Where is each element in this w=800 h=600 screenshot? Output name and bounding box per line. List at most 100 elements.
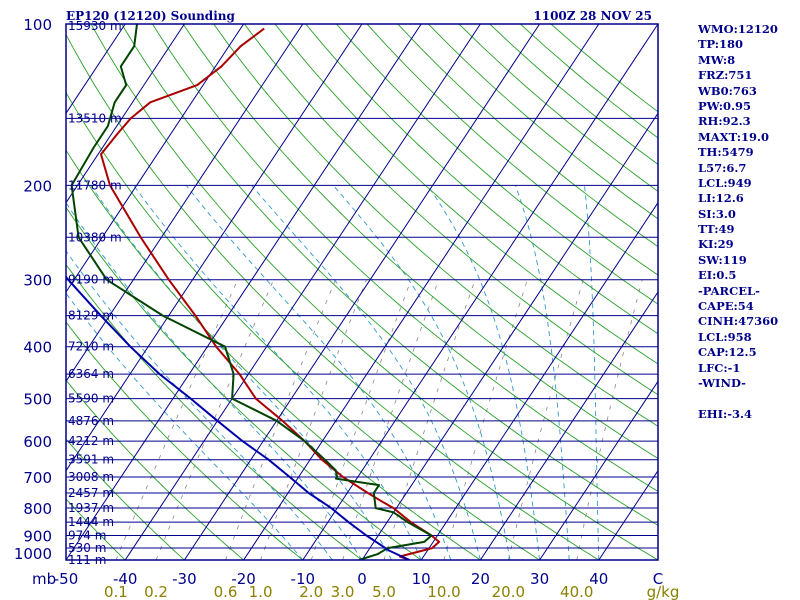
mixing-ratio-label: 1.0 bbox=[249, 583, 273, 600]
mixing-ratio-label: 10.0 bbox=[427, 583, 460, 600]
parcel-trace bbox=[66, 275, 410, 560]
height-label: 3591 m bbox=[68, 453, 114, 467]
pressure-tick-label: 400 bbox=[23, 339, 52, 357]
height-label: 2457 m bbox=[68, 486, 114, 500]
sounding-index-item: RH:92.3 bbox=[698, 114, 751, 129]
mixing-ratio-label: 0.1 bbox=[104, 583, 128, 600]
height-label: 6364 m bbox=[68, 367, 114, 381]
isotherm-line bbox=[66, 24, 185, 204]
sounding-index-item: L57:6.7 bbox=[698, 160, 747, 175]
height-label: 4876 m bbox=[68, 414, 114, 428]
mixing-ratio-label: 0.6 bbox=[214, 583, 238, 600]
mixing-ratio-line bbox=[115, 279, 239, 560]
sounding-index-item: WB0:763 bbox=[698, 83, 757, 98]
chart-title: EP120 (12120) Sounding bbox=[66, 9, 235, 23]
mixing-ratio-line bbox=[508, 279, 584, 560]
height-label: 11780 m bbox=[68, 178, 122, 192]
pressure-tick-label: 800 bbox=[23, 500, 52, 518]
dewpoint-trace bbox=[70, 24, 433, 560]
sounding-index-item: -PARCEL- bbox=[698, 283, 760, 298]
pressure-tick-label: 700 bbox=[23, 469, 52, 487]
isotherm-line bbox=[66, 24, 422, 560]
chart-datetime: 1100Z 28 NOV 25 bbox=[533, 9, 652, 23]
sounding-index-item bbox=[698, 391, 798, 406]
moist-adiabat-line bbox=[332, 185, 511, 560]
sounding-index-item: TP:180 bbox=[698, 37, 744, 52]
sounding-index-item: KI:29 bbox=[698, 237, 734, 252]
mixing-ratio-label: 0.2 bbox=[144, 583, 168, 600]
height-label: 7210 m bbox=[68, 340, 114, 354]
isotherm-line bbox=[302, 24, 658, 560]
pressure-tick-label: 200 bbox=[23, 177, 52, 195]
sounding-index-item: MW:8 bbox=[698, 52, 736, 67]
isotherm-line bbox=[66, 24, 363, 472]
sounding-index-item: CAP:12.5 bbox=[698, 345, 757, 360]
height-label: 13510 m bbox=[68, 111, 122, 125]
temperature-tick-label: 10 bbox=[412, 570, 431, 588]
temperature-unit-label: C bbox=[653, 570, 663, 588]
mixing-ratio-label: 2.0 bbox=[299, 583, 323, 600]
mixing-ratio-label: 5.0 bbox=[372, 583, 396, 600]
temperature-tick-label: -30 bbox=[172, 570, 197, 588]
temperature-tick-label: 20 bbox=[471, 570, 490, 588]
sounding-index-item: WMO:12120 bbox=[698, 22, 778, 36]
sounding-index-item: -WIND- bbox=[698, 375, 746, 390]
isotherm-line bbox=[124, 24, 481, 560]
sounding-index-item: CINH:47360 bbox=[698, 314, 779, 329]
mixing-ratio-line bbox=[443, 279, 528, 560]
sounding-index-item: TH:5479 bbox=[698, 145, 754, 160]
sounding-index-item: LCL:949 bbox=[698, 175, 752, 190]
sounding-index-item: FRZ:751 bbox=[698, 68, 753, 83]
pressure-tick-label: 300 bbox=[23, 272, 52, 290]
pressure-unit-label: mb bbox=[32, 570, 56, 588]
height-label: 3008 m bbox=[68, 470, 114, 484]
sounding-index-item: LCL:958 bbox=[698, 329, 752, 344]
pressure-tick-label: 1000 bbox=[14, 545, 52, 563]
mixing-ratio-unit-label: g/kg bbox=[647, 583, 680, 600]
sounding-index-item: EHI:-3.4 bbox=[698, 406, 753, 421]
temperature-tick-label: 30 bbox=[530, 570, 549, 588]
temperature-tick-label: -50 bbox=[54, 570, 79, 588]
sounding-traces bbox=[66, 24, 441, 560]
isobars bbox=[66, 117, 658, 549]
temperature-tick-label: 40 bbox=[589, 570, 608, 588]
sounding-indices: WMO:12120 TP:180 MW:8 FRZ:751 WB0:763 PW:0.95… bbox=[698, 22, 798, 422]
height-label: 111 m bbox=[68, 553, 106, 567]
sounding-index-item: SW:119 bbox=[698, 252, 747, 267]
isotherm-line bbox=[243, 24, 600, 560]
moist-adiabat-line bbox=[66, 250, 333, 560]
height-label: 530 m bbox=[68, 541, 106, 555]
temperature-tick-label: -40 bbox=[113, 570, 138, 588]
sounding-index-item: EI:0.5 bbox=[698, 268, 737, 283]
sounding-index-item: SI:3.0 bbox=[698, 206, 736, 221]
height-label: 1937 m bbox=[68, 501, 114, 515]
pressure-tick-label: 500 bbox=[23, 391, 52, 409]
sounding-index-item: MAXT:19.0 bbox=[698, 129, 769, 144]
sounding-index-item: PW:0.95 bbox=[698, 98, 752, 113]
sounding-index-item: TT:49 bbox=[698, 222, 735, 237]
sounding-index-item: CAPE:54 bbox=[698, 299, 754, 314]
plot-frame bbox=[65, 23, 659, 561]
mixing-ratio-label: 20.0 bbox=[492, 583, 525, 600]
mixing-ratio-label: 3.0 bbox=[331, 583, 355, 600]
pressure-tick-label: 100 bbox=[23, 16, 52, 34]
pressure-tick-label: 600 bbox=[23, 433, 52, 451]
isotherm-line bbox=[361, 112, 658, 560]
height-label: 9190 m bbox=[68, 273, 114, 287]
height-label: 4212 m bbox=[68, 434, 114, 448]
temperature-tick-label: -20 bbox=[231, 570, 256, 588]
height-label: 10380 m bbox=[68, 230, 122, 244]
height-label: 1444 m bbox=[68, 515, 114, 529]
temperature-tick-label: -10 bbox=[291, 570, 316, 588]
isotherm-line bbox=[183, 24, 541, 560]
height-label: 5590 m bbox=[68, 392, 114, 406]
sounding-index-item: LI:12.6 bbox=[698, 191, 744, 206]
mixing-ratio-line bbox=[155, 279, 274, 560]
isotherm-line bbox=[539, 380, 658, 560]
height-label: 8129 m bbox=[68, 309, 114, 323]
isotherm-line bbox=[420, 201, 658, 560]
mixing-ratio-label: 40.0 bbox=[560, 583, 593, 600]
